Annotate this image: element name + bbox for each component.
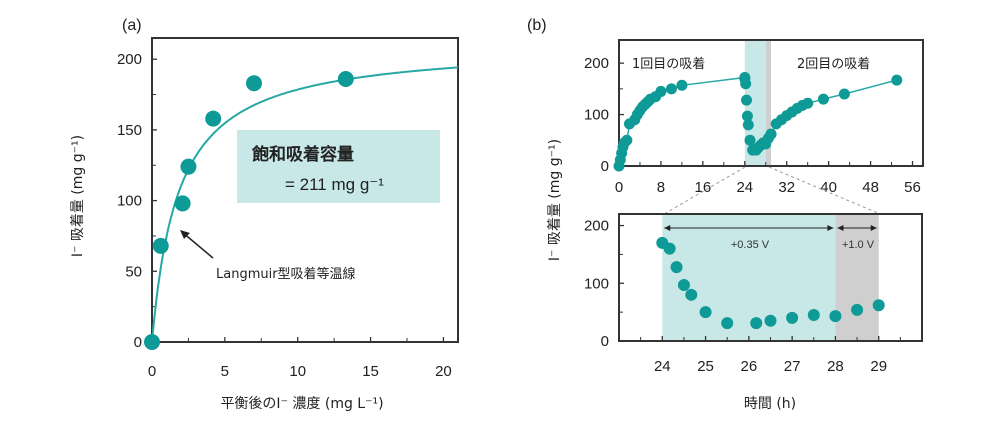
data-point <box>665 83 677 95</box>
data-point <box>740 78 752 90</box>
data-point <box>180 158 197 175</box>
panel-a-ylabel: I⁻ 吸着量 (mg g⁻¹) <box>70 135 86 257</box>
x-tick-label: 27 <box>784 358 801 375</box>
data-point <box>246 75 262 92</box>
panel-b-xlabel: 時間 (h) <box>744 396 796 412</box>
data-point <box>802 97 814 109</box>
saturation-box-title: 飽和吸着容量 <box>251 144 354 165</box>
x-tick-label: 20 <box>435 363 452 380</box>
x-tick-label: 5 <box>221 363 229 380</box>
langmuir-arrow <box>181 231 214 259</box>
data-point <box>744 134 756 146</box>
panel-b-label: (b) <box>527 17 547 34</box>
y-tick-label: 0 <box>601 158 609 175</box>
data-point <box>741 94 753 106</box>
x-tick-label: 0 <box>615 179 623 196</box>
data-point <box>655 85 667 97</box>
data-point <box>174 195 191 212</box>
y-tick-label: 200 <box>117 51 142 68</box>
y-tick-label: 0 <box>134 334 142 351</box>
data-point <box>621 134 633 146</box>
first-adsorption-label: 1回目の吸着 <box>632 56 705 72</box>
langmuir-arrow-head <box>180 230 190 239</box>
data-point <box>838 88 850 100</box>
band-035v-label: +0.35 V <box>731 239 770 251</box>
panel-b-ylabel: I⁻ 吸着量 (mg g⁻¹) <box>547 139 563 261</box>
y-tick-label: 200 <box>584 55 609 72</box>
x-tick-label: 56 <box>904 179 921 196</box>
x-tick-label: 25 <box>697 358 714 375</box>
y-tick-label: 100 <box>584 275 609 292</box>
y-tick-label: 100 <box>117 193 142 210</box>
data-point <box>741 110 753 122</box>
band-gray <box>765 40 771 166</box>
zoom-guide-left <box>663 166 746 215</box>
data-point <box>205 110 222 127</box>
panel-a-plot: 0 50 100 150 200 0 5 10 15 20 <box>117 37 459 380</box>
saturation-box-value: = 211 mg g⁻¹ <box>285 175 384 194</box>
data-point <box>337 71 354 88</box>
data-point <box>750 317 763 330</box>
x-tick-label: 26 <box>741 358 758 375</box>
x-tick-label: 40 <box>820 179 837 196</box>
y-tick-label: 50 <box>125 263 142 280</box>
x-tick-label: 24 <box>736 179 753 196</box>
data-point <box>765 128 777 140</box>
panel-b-bottom-plot: 0 100 200 24 25 26 27 28 29 <box>584 213 923 375</box>
langmuir-fit-line <box>151 66 459 343</box>
data-point <box>152 237 169 254</box>
data-point <box>742 119 754 131</box>
data-point <box>851 303 864 316</box>
data-point <box>699 306 712 319</box>
y-tick-label: 100 <box>584 107 609 124</box>
x-tick-label: 48 <box>862 179 879 196</box>
band-teal <box>744 40 766 166</box>
saturation-box <box>237 130 440 203</box>
plot-frame <box>151 37 459 343</box>
data-point <box>807 309 820 322</box>
x-tick-label: 16 <box>695 179 712 196</box>
second-adsorption-label: 2回目の吸着 <box>797 56 870 72</box>
data-point <box>676 79 688 91</box>
x-tick-label: 15 <box>362 363 379 380</box>
band-gray <box>835 214 879 341</box>
zoom-guide-right <box>768 166 881 215</box>
data-point <box>670 261 683 274</box>
arrow-head-left <box>664 225 671 231</box>
data-point <box>891 74 903 86</box>
band-10v-label: +1.0 V <box>842 239 875 251</box>
band-teal <box>662 214 836 341</box>
x-tick-label: 24 <box>654 358 671 375</box>
data-point <box>663 242 676 255</box>
plot-frame <box>618 39 924 167</box>
x-tick-label: 32 <box>778 179 795 196</box>
data-point <box>817 93 829 105</box>
panel-a: (a) 飽和吸着容量 = 211 mg g⁻¹ 0 50 100 150 200 0 5 10… <box>70 17 459 412</box>
x-tick-label: 0 <box>148 363 156 380</box>
x-tick-label: 28 <box>827 358 844 375</box>
x-tick-label: 29 <box>870 358 887 375</box>
data-point <box>786 311 799 324</box>
y-tick-label: 150 <box>117 122 142 139</box>
y-tick-label: 0 <box>601 333 609 350</box>
data-point <box>829 310 842 323</box>
arrow-head-left <box>837 225 844 231</box>
data-point <box>677 279 690 292</box>
panel-a-label: (a) <box>122 17 142 34</box>
y-tick-label: 200 <box>584 218 609 235</box>
data-point <box>721 317 734 330</box>
langmuir-label: Langmuir型吸着等温線 <box>216 266 356 282</box>
data-point <box>872 299 885 312</box>
data-point <box>764 314 777 327</box>
x-tick-label: 10 <box>289 363 306 380</box>
x-tick-label: 8 <box>657 179 665 196</box>
panel-a-xlabel: 平衡後のI⁻ 濃度 (mg L⁻¹) <box>220 396 383 412</box>
data-point <box>144 334 160 350</box>
arrow-head-right <box>870 225 877 231</box>
data-point <box>685 288 698 301</box>
panel-b-top-plot: 0 100 200 0 8 16 24 32 40 48 56 <box>584 39 924 196</box>
arrow-head-right <box>827 225 834 231</box>
